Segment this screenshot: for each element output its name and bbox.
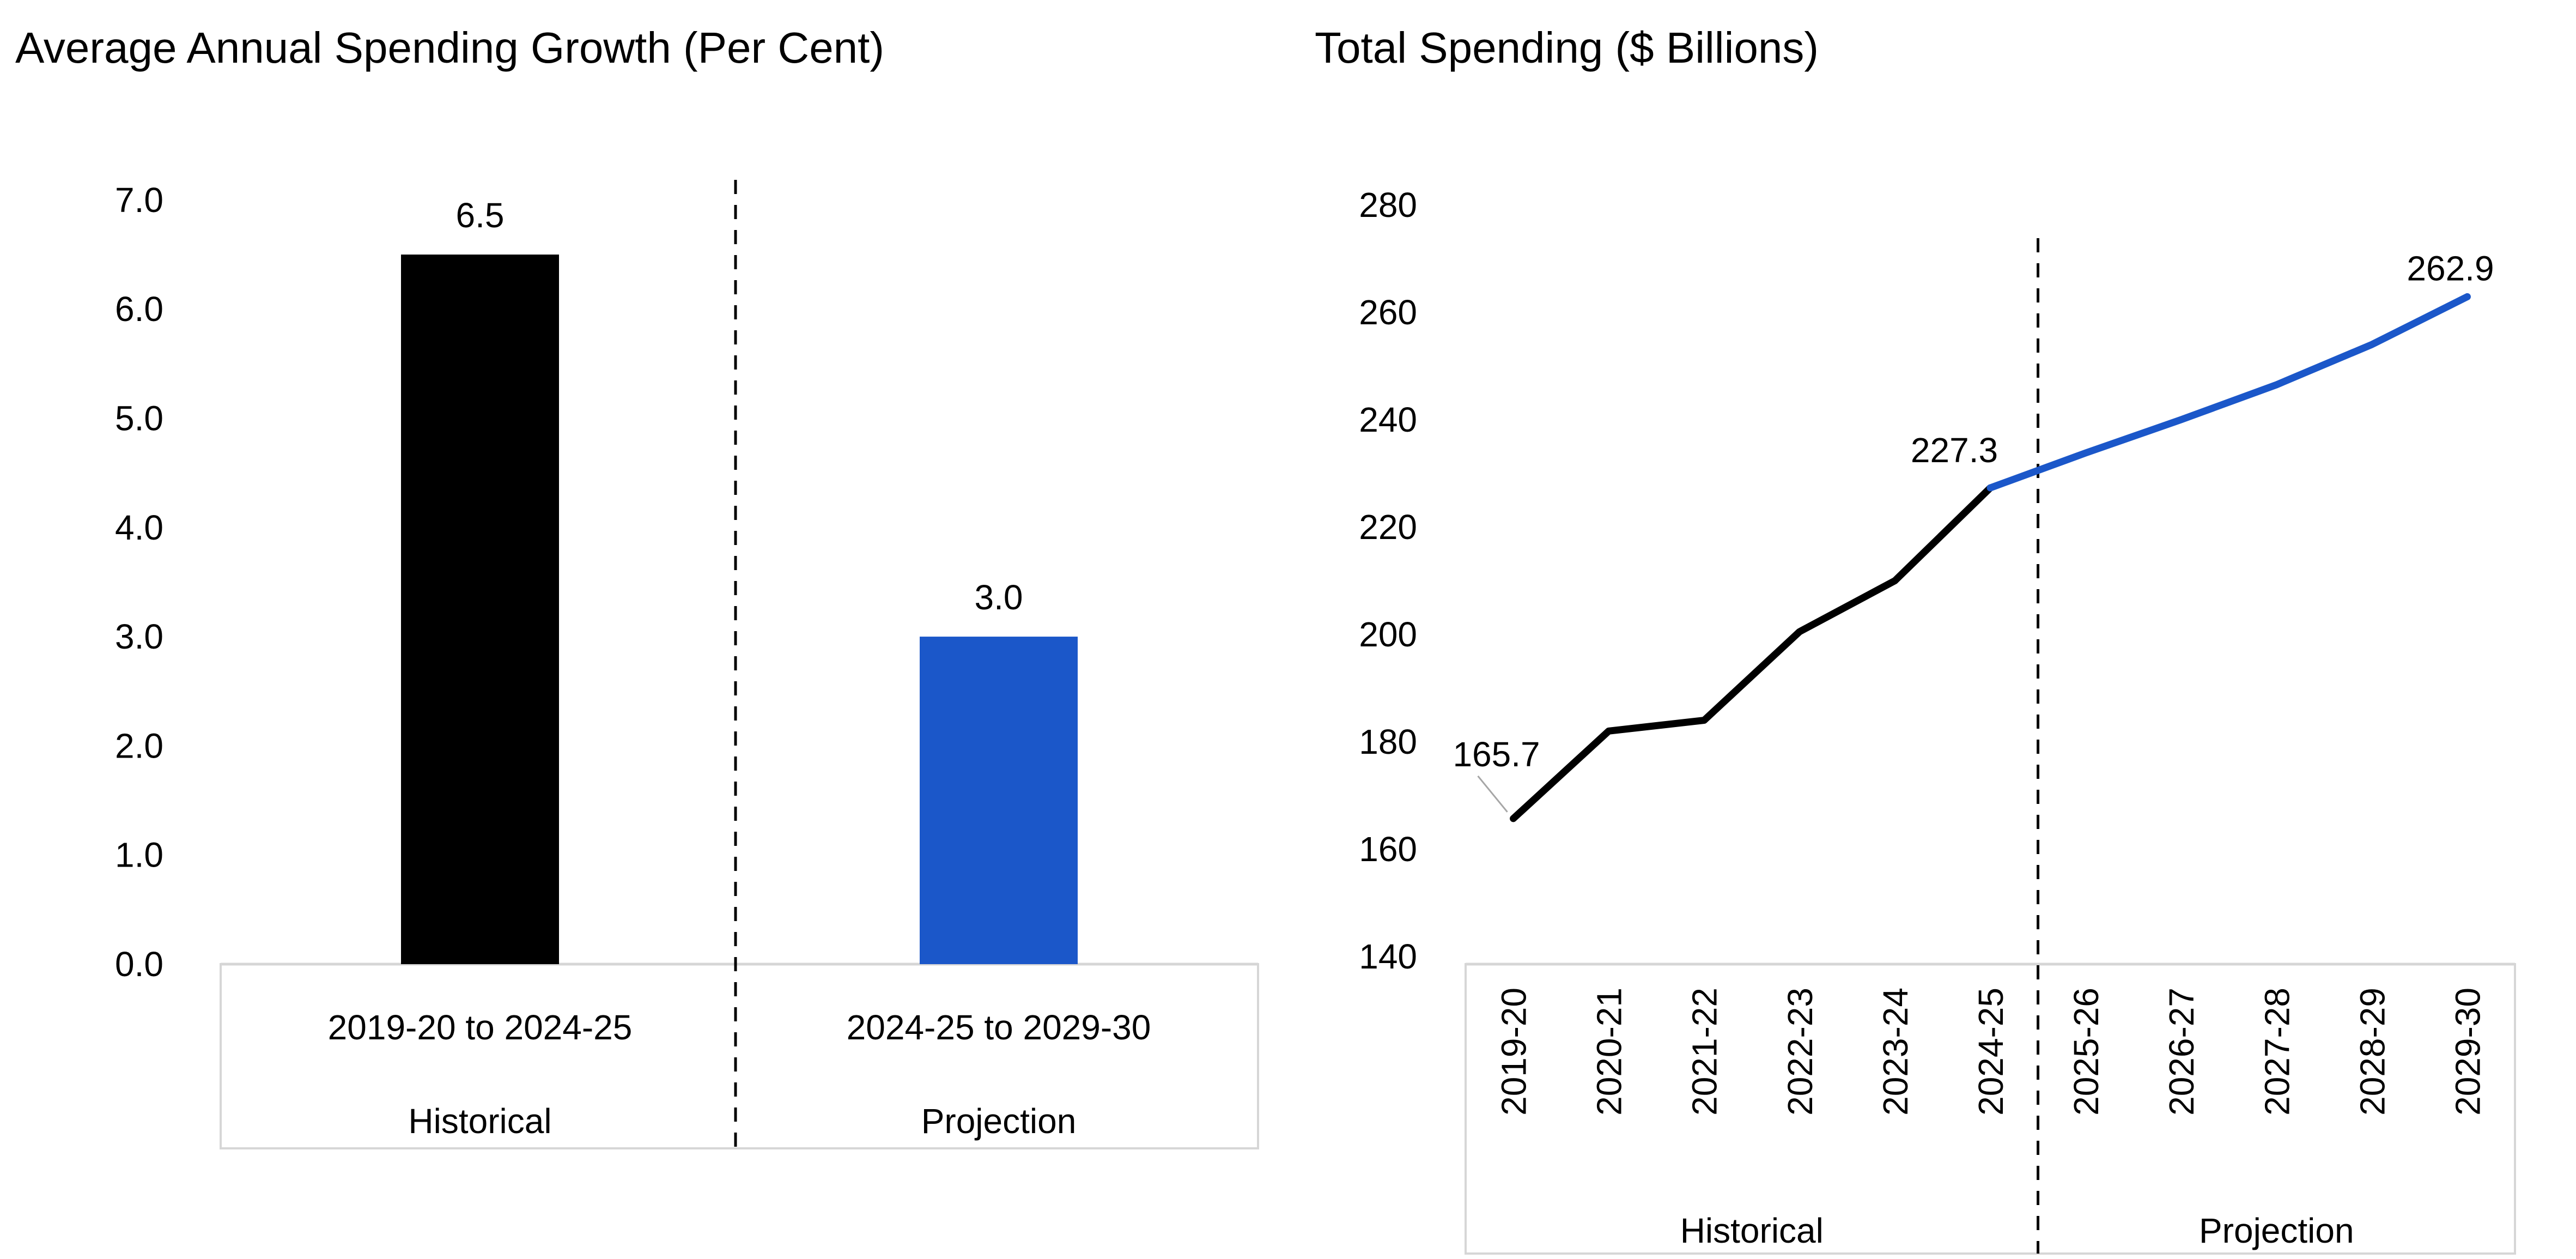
line-category-label: 2026-27 — [2162, 988, 2201, 1116]
line-chart-title: Total Spending ($ Billions) — [1315, 23, 1819, 72]
bar-y-tick-label: 7.0 — [115, 180, 163, 220]
bar-projection — [920, 637, 1078, 964]
line-category-label: 2029-30 — [2448, 988, 2487, 1116]
line-y-tick-label: 280 — [1359, 185, 1417, 225]
series-line-projection — [1986, 293, 2471, 492]
bar-y-tick-label: 0.0 — [115, 945, 163, 984]
line-category-label: 2021-22 — [1685, 988, 1724, 1116]
bar-y-tick-label: 2.0 — [115, 726, 163, 765]
line-y-tick-label: 140 — [1359, 937, 1417, 976]
line-category-label: 2022-23 — [1781, 988, 1820, 1116]
line-category-label: 2019-20 — [1494, 988, 1534, 1116]
bar-y-tick-label: 6.0 — [115, 289, 163, 329]
line-group-label: Projection — [2199, 1211, 2354, 1250]
line-group-label: Historical — [1680, 1211, 1824, 1250]
line-category-label: 2020-21 — [1590, 988, 1629, 1116]
line-y-tick-label: 180 — [1359, 722, 1417, 761]
line-point-label: 227.3 — [1911, 431, 1998, 470]
line-y-tick-label: 200 — [1359, 615, 1417, 654]
bar-y-tick-label: 4.0 — [115, 508, 163, 547]
bar-chart-title: Average Annual Spending Growth (Per Cent… — [15, 23, 885, 72]
bar-category-box — [220, 963, 1259, 1149]
bar-category-label: 2024-25 to 2029-30 — [847, 1008, 1151, 1047]
bar-y-tick-label: 1.0 — [115, 836, 163, 875]
point-label-leader-line — [1477, 775, 1508, 813]
line-category-label: 2024-25 — [1971, 988, 2010, 1116]
line-point-label: 165.7 — [1453, 735, 1540, 774]
bar-group-label: Projection — [921, 1101, 1077, 1141]
line-y-tick-label: 240 — [1359, 400, 1417, 439]
bar-y-tick-label: 3.0 — [115, 617, 163, 656]
bar-value-label: 6.5 — [456, 196, 505, 235]
line-category-label: 2023-24 — [1876, 988, 1915, 1116]
bar-y-tick-label: 5.0 — [115, 399, 163, 438]
line-point-label: 262.9 — [2407, 249, 2494, 288]
line-category-label: 2027-28 — [2257, 988, 2296, 1116]
line-y-tick-label: 160 — [1359, 830, 1417, 869]
line-y-tick-label: 260 — [1359, 293, 1417, 332]
bar-value-label: 3.0 — [975, 578, 1023, 617]
line-category-label: 2028-29 — [2353, 988, 2392, 1116]
line-category-label: 2025-26 — [2067, 988, 2106, 1116]
bar-historical — [401, 255, 559, 964]
line-y-tick-label: 220 — [1359, 507, 1417, 547]
bar-category-label: 2019-20 to 2024-25 — [328, 1008, 633, 1047]
series-line-historical — [1510, 484, 1994, 822]
bar-group-label: Historical — [408, 1101, 551, 1141]
